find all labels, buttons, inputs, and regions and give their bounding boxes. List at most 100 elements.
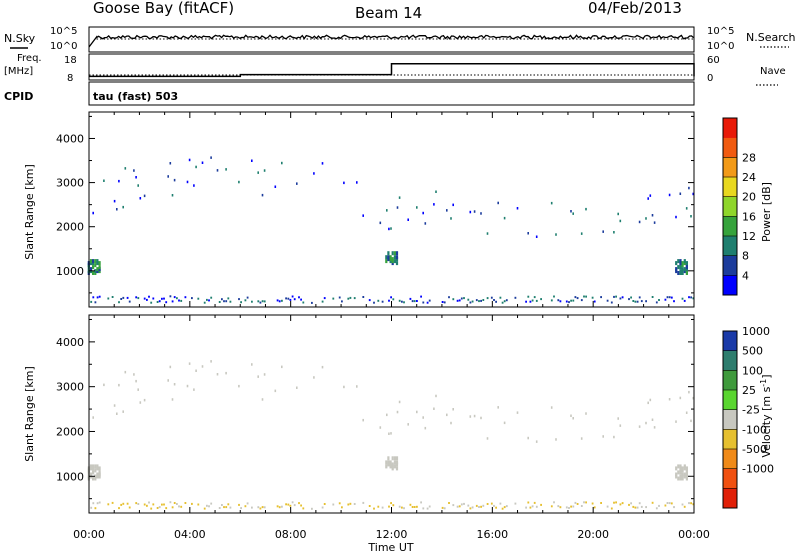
power-cell	[692, 192, 694, 196]
velocity-cell	[122, 410, 124, 413]
velocity-cell	[206, 504, 208, 507]
power-cell	[550, 299, 553, 302]
power-cell	[456, 299, 459, 302]
power-cell	[126, 296, 129, 299]
power-cell	[503, 216, 506, 220]
velocity-cell	[193, 388, 195, 391]
power-cell	[373, 301, 375, 304]
velocity-cell	[373, 507, 375, 510]
velocity-cell	[156, 507, 159, 509]
power-cell	[600, 296, 602, 299]
power-cell	[531, 299, 534, 302]
nsearch-label: N.Search	[746, 31, 796, 44]
power-cell	[169, 162, 172, 165]
velocity-cell	[467, 504, 470, 507]
power-cell	[683, 267, 686, 272]
power-cell	[615, 295, 617, 298]
power-cell	[96, 267, 99, 272]
velocity-cell	[171, 506, 174, 509]
velocity-cell	[281, 365, 283, 369]
power-cell	[613, 295, 615, 298]
power-cell	[251, 159, 253, 162]
power-colorbar-cell	[723, 137, 737, 158]
velocity-cell	[171, 398, 174, 401]
power-cell	[113, 199, 116, 203]
power-cell	[103, 179, 105, 182]
power-cell	[387, 255, 390, 260]
power-cell	[302, 301, 305, 304]
velocity-cell	[146, 504, 148, 507]
velocity-cell	[388, 432, 390, 435]
velocity-cell	[173, 502, 176, 504]
power-cell	[407, 218, 409, 221]
power-cell	[675, 261, 678, 266]
velocity-cell	[300, 504, 302, 507]
velocity-cell	[471, 506, 474, 509]
power-cell	[574, 296, 577, 299]
velocity-cell	[349, 502, 352, 505]
velocity-cell	[469, 507, 472, 510]
velocity-cell	[118, 383, 120, 387]
power-cell	[349, 296, 352, 299]
power-cell	[388, 227, 390, 231]
velocity-cell	[238, 503, 240, 506]
velocity-cell	[480, 416, 482, 420]
velocity-cell	[238, 384, 240, 388]
power-cell	[298, 296, 300, 299]
velocity-cell	[225, 371, 227, 375]
velocity-cell	[197, 503, 200, 506]
power-colorbar-label: 16	[742, 210, 756, 223]
power-cell	[647, 197, 649, 200]
power-cell	[163, 297, 165, 300]
velocity-cell	[490, 502, 493, 505]
power-cell	[257, 171, 259, 174]
power-cell	[580, 232, 583, 235]
power-cell	[409, 297, 412, 300]
power-cell	[467, 298, 470, 301]
power-cell	[89, 267, 93, 272]
power-cell	[94, 259, 97, 264]
power-cell	[395, 261, 399, 266]
velocity-cell	[480, 505, 482, 508]
power-cell	[688, 186, 690, 190]
power-cell	[321, 162, 324, 165]
power-cell	[668, 296, 671, 299]
power-colorbar-label: 20	[742, 191, 756, 204]
velocity-cell	[225, 506, 228, 509]
velocity-cell	[184, 502, 187, 504]
power-cell	[379, 221, 382, 225]
velocity-cell	[428, 505, 431, 508]
velocity-cell	[90, 506, 93, 509]
velocity-cell	[116, 412, 118, 415]
power-cell	[244, 299, 247, 302]
velocity-cell	[263, 373, 266, 376]
power-ytick-label: 1000	[56, 265, 84, 278]
power-cell	[94, 301, 97, 304]
cpid-label: CPID	[4, 90, 33, 103]
power-colorbar-cell	[723, 216, 737, 237]
velocity-cell	[482, 504, 485, 507]
velocity-cell	[486, 503, 489, 505]
power-cell	[94, 269, 97, 274]
power-cell	[591, 296, 594, 299]
velocity-cell	[137, 503, 140, 505]
power-cell	[150, 301, 153, 304]
power-cell	[197, 297, 200, 300]
velocity-cell	[388, 505, 390, 508]
velocity-cell	[261, 398, 264, 401]
power-cell	[490, 296, 493, 299]
velocity-cell	[278, 506, 281, 509]
velocity-panel-bg	[89, 315, 694, 513]
velocity-cell	[201, 365, 204, 368]
velocity-cell	[416, 505, 418, 508]
velocity-cell	[293, 504, 296, 507]
power-cell	[92, 265, 95, 270]
power-cell	[165, 301, 168, 304]
power-cell	[238, 298, 240, 301]
noise-tick-bottom-right: 10^0	[707, 41, 734, 52]
velocity-cell	[98, 501, 101, 504]
power-cell	[122, 296, 125, 299]
power-cell	[527, 232, 529, 235]
velocity-cell	[321, 506, 324, 509]
